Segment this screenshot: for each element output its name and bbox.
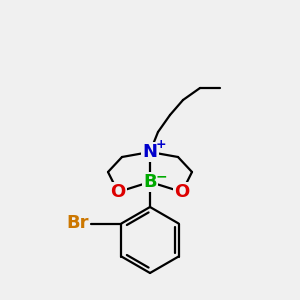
Text: O: O	[110, 183, 126, 201]
Text: O: O	[174, 183, 190, 201]
Text: B: B	[143, 173, 157, 191]
Text: Br: Br	[66, 214, 89, 232]
Text: −: −	[155, 169, 167, 183]
Text: N: N	[142, 143, 158, 161]
Text: +: +	[156, 139, 166, 152]
